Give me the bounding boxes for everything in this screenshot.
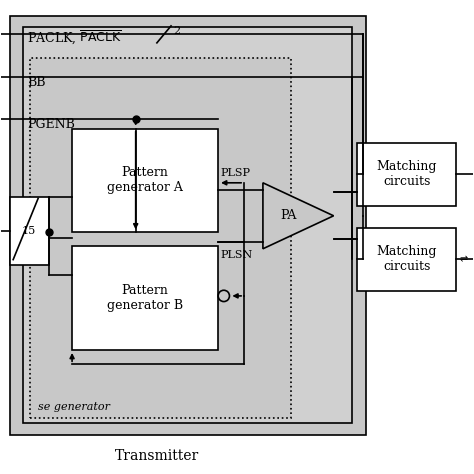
Text: PGENB: PGENB [27,118,75,131]
Bar [72,246,218,350]
Bar [72,128,218,232]
Text: se generator: se generator [38,402,110,412]
Text: 2: 2 [173,26,181,36]
Polygon shape [263,183,334,249]
Text: Matching
circuits: Matching circuits [376,160,437,188]
Text: PLSP: PLSP [220,168,250,178]
Bar [30,58,291,419]
Text: BB: BB [27,75,46,89]
Bar [10,197,48,265]
Bar [357,228,456,291]
Text: Pattern
generator A: Pattern generator A [107,166,183,194]
Text: 15: 15 [22,227,36,237]
Text: Pattern
generator B: Pattern generator B [107,284,183,312]
Text: PA: PA [281,210,297,222]
Text: $\rightleftharpoons$: $\rightleftharpoons$ [457,254,469,264]
Text: Matching
circuits: Matching circuits [376,245,437,273]
Text: PLSN: PLSN [220,250,253,260]
Bar [23,27,353,423]
Text: PACLK, $\overline{\mathrm{PACLK}}$: PACLK, $\overline{\mathrm{PACLK}}$ [27,28,122,46]
Text: Transmitter: Transmitter [115,449,199,463]
Bar [10,16,365,435]
Bar [357,143,456,206]
